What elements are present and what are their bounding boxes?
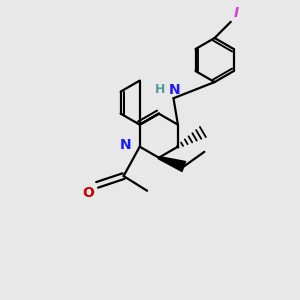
Polygon shape <box>158 157 185 172</box>
Text: O: O <box>82 186 94 200</box>
Text: H: H <box>155 83 165 96</box>
Text: N: N <box>169 83 181 97</box>
Text: N: N <box>120 138 131 152</box>
Text: I: I <box>234 6 239 20</box>
